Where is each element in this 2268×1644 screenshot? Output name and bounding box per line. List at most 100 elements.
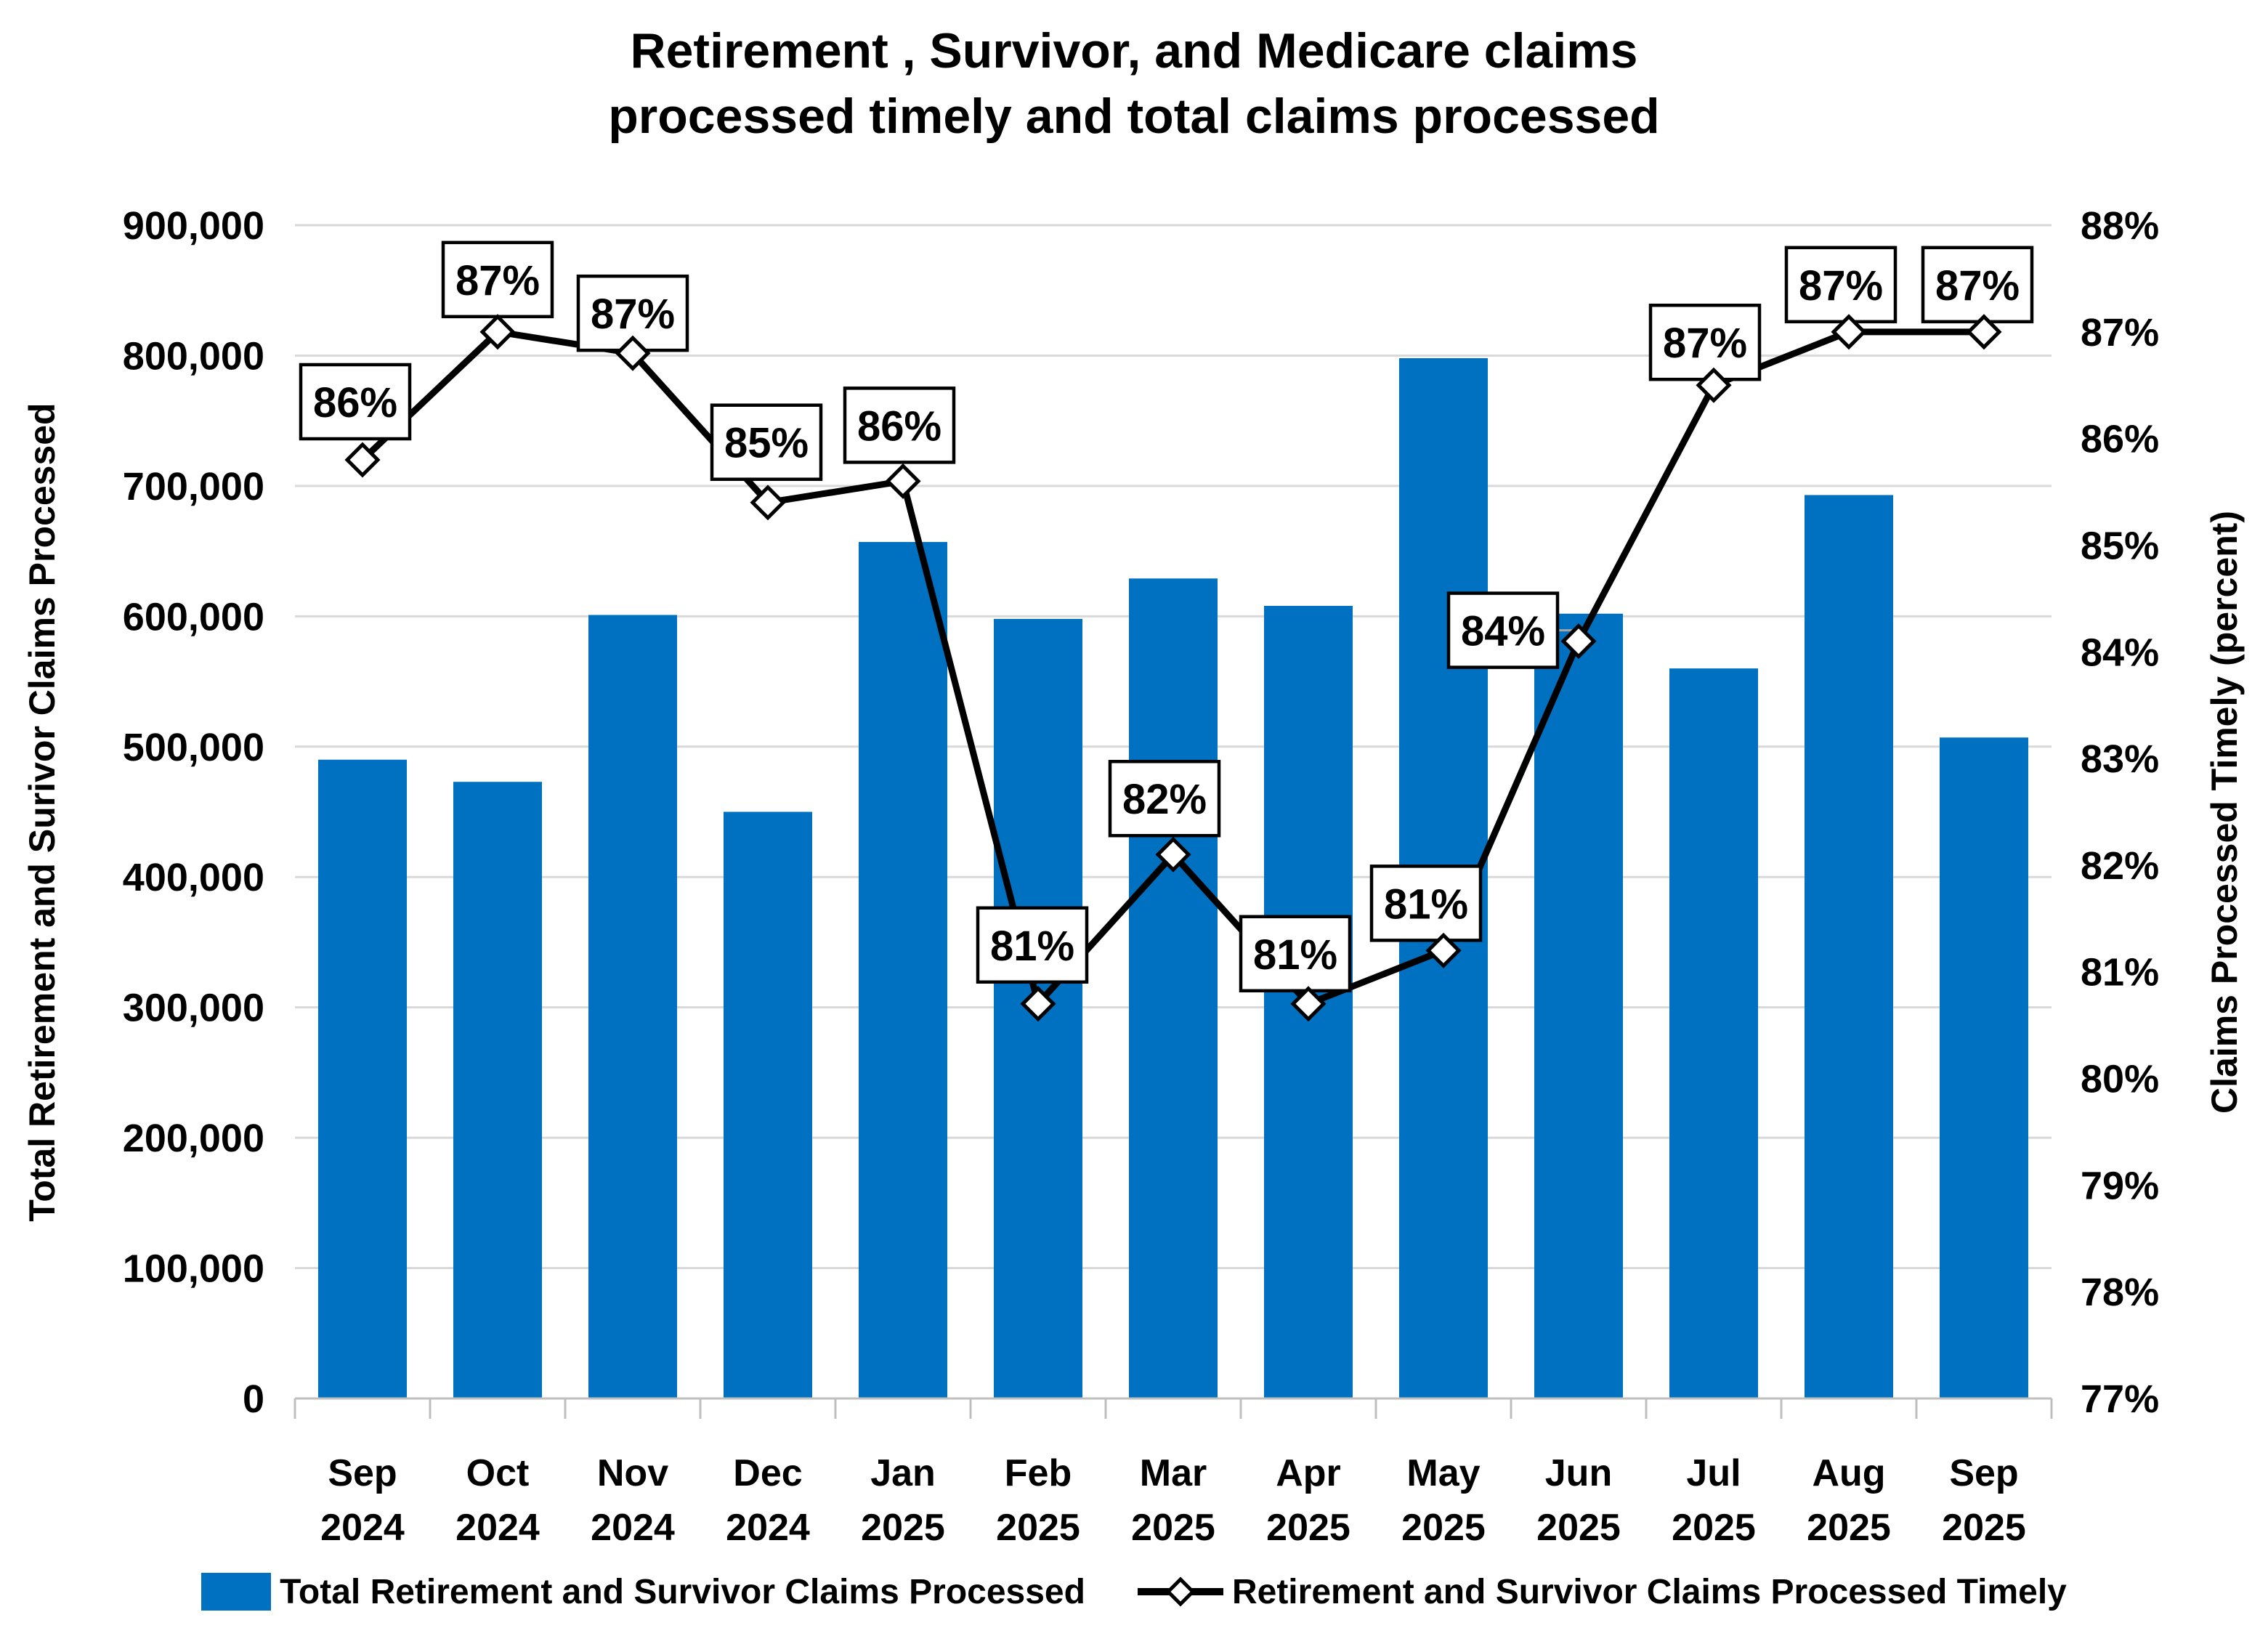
right-tick-label: 80% bbox=[2081, 1058, 2159, 1101]
x-category-year-label: 2024 bbox=[591, 1507, 675, 1549]
legend-bar-label: Total Retirement and Survivor Claims Pro… bbox=[280, 1572, 1085, 1611]
right-tick-label: 87% bbox=[2081, 311, 2159, 355]
line-series-swatch bbox=[1137, 1576, 1223, 1607]
left-tick-label: 400,000 bbox=[123, 856, 264, 899]
point-label-box bbox=[1784, 246, 1898, 324]
point-label: 87% bbox=[1663, 320, 1747, 367]
left-tick-label: 0 bbox=[243, 1377, 264, 1421]
point-label: 87% bbox=[455, 257, 540, 304]
x-category-month-label: Oct bbox=[466, 1452, 530, 1494]
left-tick-label: 900,000 bbox=[123, 204, 264, 248]
line-marker bbox=[1831, 314, 1867, 350]
point-label-box bbox=[1446, 591, 1560, 669]
x-category-month-label: Sep bbox=[328, 1452, 397, 1494]
bar-dec-2024 bbox=[724, 811, 812, 1398]
x-category-year-label: 2025 bbox=[996, 1507, 1080, 1549]
x-category-year-label: 2025 bbox=[861, 1507, 945, 1549]
line-marker bbox=[1425, 932, 1462, 968]
x-category-month-label: Jun bbox=[1545, 1452, 1612, 1494]
left-tick-label: 800,000 bbox=[123, 334, 264, 378]
bar-series-swatch bbox=[201, 1573, 272, 1611]
line-marker bbox=[1155, 836, 1191, 872]
legend-item-bars: Total Retirement and Survivor Claims Pro… bbox=[201, 1572, 1085, 1612]
x-category-month-label: Dec bbox=[733, 1452, 802, 1494]
point-label: 87% bbox=[591, 291, 675, 338]
x-category-year-label: 2025 bbox=[1536, 1507, 1621, 1549]
right-tick-label: 84% bbox=[2081, 631, 2159, 674]
point-label-box bbox=[299, 363, 412, 441]
legend-item-line: Retirement and Survivor Claims Processed… bbox=[1136, 1572, 2067, 1612]
line-marker bbox=[1020, 986, 1056, 1022]
x-category-year-label: 2024 bbox=[455, 1507, 540, 1549]
legend-line-label: Retirement and Survivor Claims Processed… bbox=[1231, 1572, 2067, 1611]
x-category-month-label: May bbox=[1406, 1452, 1480, 1494]
point-label-box bbox=[1108, 759, 1221, 838]
left-tick-label: 100,000 bbox=[123, 1247, 264, 1291]
point-label: 87% bbox=[1935, 262, 2020, 309]
line-marker bbox=[885, 463, 921, 499]
point-label: 82% bbox=[1122, 776, 1207, 823]
right-tick-label: 83% bbox=[2081, 737, 2159, 781]
point-label-box bbox=[1239, 915, 1352, 993]
point-label-box bbox=[1369, 864, 1483, 942]
x-category-month-label: Jan bbox=[870, 1452, 936, 1494]
left-tick-label: 200,000 bbox=[123, 1117, 264, 1160]
right-tick-label: 82% bbox=[2081, 844, 2159, 888]
left-tick-label: 300,000 bbox=[123, 987, 264, 1030]
point-label: 87% bbox=[1799, 262, 1883, 309]
line-marker bbox=[344, 442, 381, 478]
legend-diamond-icon bbox=[1165, 1576, 1196, 1607]
point-label: 81% bbox=[1384, 880, 1468, 928]
x-category-year-label: 2025 bbox=[1807, 1507, 1891, 1549]
point-label: 81% bbox=[1253, 931, 1337, 979]
x-category-month-label: Aug bbox=[1812, 1452, 1885, 1494]
bar-jul-2025 bbox=[1669, 668, 1758, 1398]
right-tick-label: 88% bbox=[2081, 204, 2159, 248]
right-tick-label: 78% bbox=[2081, 1271, 2159, 1314]
x-category-month-label: Sep bbox=[1949, 1452, 2018, 1494]
bar-aug-2025 bbox=[1805, 495, 1893, 1399]
point-label-box bbox=[976, 906, 1089, 984]
line-marker bbox=[479, 314, 516, 350]
x-category-year-label: 2024 bbox=[726, 1507, 810, 1549]
point-label: 86% bbox=[313, 379, 397, 426]
bar-oct-2024 bbox=[453, 782, 542, 1398]
bar-jun-2025 bbox=[1534, 613, 1623, 1399]
x-category-year-label: 2025 bbox=[1401, 1507, 1486, 1549]
line-marker bbox=[1290, 986, 1327, 1022]
x-category-year-label: 2025 bbox=[1266, 1507, 1350, 1549]
x-category-month-label: Feb bbox=[1005, 1452, 1072, 1494]
chart-title: Retirement , Survivor, and Medicare clai… bbox=[0, 19, 2268, 150]
left-tick-label: 700,000 bbox=[123, 465, 264, 509]
chart-title-line1: Retirement , Survivor, and Medicare clai… bbox=[630, 23, 1638, 78]
x-category-year-label: 2024 bbox=[320, 1507, 405, 1549]
point-label: 85% bbox=[724, 420, 809, 467]
x-category-year-label: 2025 bbox=[1131, 1507, 1215, 1549]
line-marker bbox=[1696, 367, 1732, 403]
x-category-year-label: 2025 bbox=[1942, 1507, 2026, 1549]
line-marker bbox=[750, 485, 786, 521]
right-tick-label: 79% bbox=[2081, 1164, 2159, 1207]
point-label: 84% bbox=[1461, 608, 1545, 655]
right-tick-label: 77% bbox=[2081, 1377, 2159, 1421]
point-label-box bbox=[1648, 303, 1762, 381]
x-category-year-label: 2025 bbox=[1672, 1507, 1756, 1549]
line-marker bbox=[615, 335, 651, 371]
point-label-box bbox=[1921, 246, 2034, 324]
x-category-month-label: Nov bbox=[597, 1452, 668, 1494]
line-marker bbox=[1560, 623, 1597, 660]
bar-jan-2025 bbox=[859, 542, 947, 1398]
point-label: 86% bbox=[857, 402, 941, 450]
right-tick-label: 85% bbox=[2081, 524, 2159, 567]
left-tick-label: 500,000 bbox=[123, 726, 264, 769]
right-tick-label: 81% bbox=[2081, 951, 2159, 995]
bar-sep-2024 bbox=[318, 759, 407, 1398]
point-label-box bbox=[710, 403, 823, 481]
x-category-month-label: Mar bbox=[1140, 1452, 1207, 1494]
left-tick-label: 600,000 bbox=[123, 595, 264, 639]
x-category-month-label: Jul bbox=[1686, 1452, 1741, 1494]
line-marker bbox=[1966, 314, 2002, 350]
bar-mar-2025 bbox=[1129, 578, 1218, 1398]
